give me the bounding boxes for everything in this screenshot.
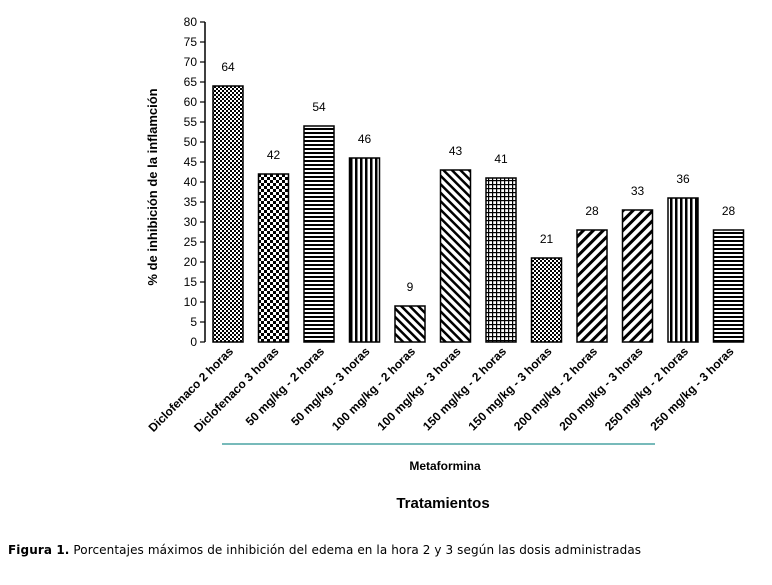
y-tick-label: 30 bbox=[184, 215, 198, 229]
bar bbox=[439, 169, 472, 343]
caption-text: Porcentajes máximos de inhibición del ed… bbox=[69, 543, 642, 557]
group-label: Metaformina bbox=[409, 459, 481, 473]
value-labels: 64 42 54 46 9 43 41 21 28 33 36 28 bbox=[221, 60, 735, 294]
x-tick-label: 200 mg/kg - 2 horas bbox=[511, 344, 600, 433]
bar bbox=[530, 257, 563, 343]
x-tick-label: 150 mg/kg - 3 horas bbox=[465, 344, 554, 433]
data-label: 21 bbox=[540, 232, 554, 246]
x-axis-title: Tratamientos bbox=[396, 495, 489, 512]
x-tick-label: Diclofenaco 3 horas bbox=[191, 344, 282, 435]
bar-chart: 0 5 10 15 20 25 30 35 40 45 50 55 60 65 70 75 80 64 42 54 4… bbox=[145, 15, 745, 512]
x-tick-label: 250 mg/kg - 3 horas bbox=[647, 344, 736, 433]
x-tick-label: 50 mg/kg - 3 horas bbox=[288, 344, 373, 429]
x-tick-label: 100 mg/kg - 2 horas bbox=[329, 344, 418, 433]
y-tick-label: 20 bbox=[184, 255, 198, 269]
data-label: 36 bbox=[676, 172, 690, 186]
y-tick-label: 65 bbox=[184, 75, 198, 89]
figure-label: Figura 1. bbox=[8, 543, 70, 557]
bar bbox=[257, 173, 290, 343]
x-tick-label: 200 mg/kg - 3 horas bbox=[556, 344, 645, 433]
bars bbox=[212, 85, 745, 343]
bar bbox=[621, 209, 654, 343]
data-label: 54 bbox=[312, 100, 326, 114]
data-label: 64 bbox=[221, 60, 235, 74]
y-tick-label: 40 bbox=[184, 175, 198, 189]
y-tick-label: 80 bbox=[184, 15, 198, 29]
x-tick-label: 100 mg/kg - 3 horas bbox=[374, 344, 463, 433]
x-tick-label: 150 mg/kg - 2 horas bbox=[420, 344, 509, 433]
y-tick-label: 5 bbox=[190, 315, 197, 329]
y-tick-label: 50 bbox=[184, 135, 198, 149]
y-tick-label: 45 bbox=[184, 155, 198, 169]
bar bbox=[485, 177, 517, 343]
data-label: 41 bbox=[494, 152, 508, 166]
y-tick-label: 0 bbox=[190, 335, 197, 349]
bar bbox=[394, 305, 426, 343]
bar bbox=[667, 197, 699, 343]
y-tick-label: 60 bbox=[184, 95, 198, 109]
x-tick-label: 50 mg/kg - 2 horas bbox=[243, 344, 328, 429]
data-label: 28 bbox=[722, 204, 736, 218]
bar bbox=[576, 229, 608, 343]
y-tick-label: 15 bbox=[184, 275, 198, 289]
y-tick-label: 25 bbox=[184, 235, 198, 249]
y-axis: 0 5 10 15 20 25 30 35 40 45 50 55 60 65 70 75 80 bbox=[184, 15, 206, 349]
y-tick-label: 70 bbox=[184, 55, 198, 69]
bar bbox=[348, 157, 381, 343]
x-tick-label: Diclofenaco 2 horas bbox=[146, 344, 237, 435]
figure-caption: Figura 1. Porcentajes máximos de inhibic… bbox=[8, 543, 641, 557]
y-tick-label: 35 bbox=[184, 195, 198, 209]
data-label: 33 bbox=[631, 184, 645, 198]
data-label: 28 bbox=[585, 204, 599, 218]
x-tick-label: 250 mg/kg - 2 horas bbox=[602, 344, 691, 433]
bar bbox=[212, 85, 244, 343]
y-tick-label: 55 bbox=[184, 115, 198, 129]
data-label: 9 bbox=[407, 280, 414, 294]
data-label: 43 bbox=[449, 144, 463, 158]
data-label: 42 bbox=[267, 148, 281, 162]
bar bbox=[712, 229, 745, 343]
y-tick-label: 10 bbox=[184, 295, 198, 309]
y-tick-label: 75 bbox=[184, 35, 198, 49]
bar bbox=[303, 125, 335, 343]
y-axis-title: % de inhibición de la inflamción bbox=[145, 88, 160, 285]
data-label: 46 bbox=[358, 132, 372, 146]
